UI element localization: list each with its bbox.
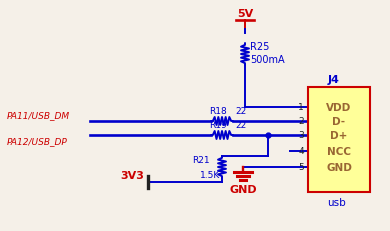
Text: VDD: VDD	[326, 103, 352, 112]
Text: D-: D-	[332, 116, 346, 126]
Text: 3V3: 3V3	[120, 170, 144, 180]
Text: D+: D+	[330, 131, 348, 140]
Text: PA11/USB_DM: PA11/USB_DM	[7, 111, 70, 120]
Text: R21: R21	[192, 156, 210, 165]
Text: 3: 3	[298, 131, 304, 140]
Bar	[308, 88, 370, 192]
Text: J4: J4	[328, 75, 340, 85]
Text: NCC: NCC	[327, 146, 351, 156]
Text: 4: 4	[298, 147, 304, 156]
Text: 5: 5	[298, 163, 304, 172]
Text: usb: usb	[327, 197, 346, 207]
Text: R19: R19	[209, 121, 227, 130]
Text: R25: R25	[250, 42, 269, 52]
Text: R18: R18	[209, 107, 227, 116]
Text: GND: GND	[229, 184, 257, 194]
Text: GND: GND	[326, 162, 352, 172]
Text: 22: 22	[235, 121, 246, 130]
Text: 1: 1	[298, 103, 304, 112]
Text: PA12/USB_DP: PA12/USB_DP	[7, 137, 68, 146]
Text: 5V: 5V	[237, 9, 253, 19]
Text: 1.5K: 1.5K	[200, 171, 220, 180]
Text: 2: 2	[298, 117, 304, 126]
Text: 22: 22	[235, 107, 246, 116]
Text: 500mA: 500mA	[250, 55, 285, 65]
